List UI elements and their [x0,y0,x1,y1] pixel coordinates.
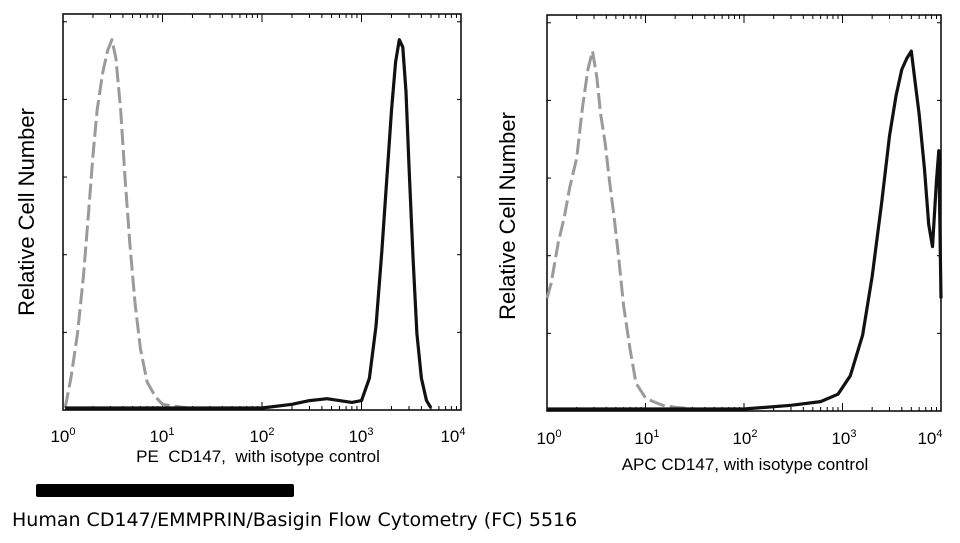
chart-panel-pe: 100 101 102 103 104 PE CD147, with isoty… [14,13,466,466]
x-tick-label-1000: 103 [831,428,856,448]
redacted-copyright-bar [36,484,294,497]
isotype-control-histogram [545,49,735,411]
x-tick-label-1: 100 [536,428,561,448]
x-tick-label-10000: 104 [440,426,465,446]
plot-frame [62,13,462,411]
x-tick-label-1: 100 [50,426,75,446]
x-tick-label-10000: 104 [917,428,942,448]
x-tick-label-100: 102 [732,428,757,448]
chart-panel-apc: 100 101 102 103 104 APC CD147, with isot… [495,14,943,474]
x-axis-label: PE CD147, with isotype control [136,447,380,466]
cd147-pe-histogram [65,38,433,410]
y-axis-label: Relative Cell Number [495,112,520,320]
x-tick-label-10: 101 [634,428,659,448]
isotype-control-histogram [63,38,217,410]
x-tick-label-10: 101 [149,426,174,446]
cd147-apc-histogram [547,49,943,411]
y-axis-label: Relative Cell Number [14,108,39,316]
x-tick-label-100: 102 [249,426,274,446]
figure-caption: Human CD147/EMMPRIN/Basigin Flow Cytomet… [12,509,578,531]
x-tick-label-1000: 103 [348,426,373,446]
x-axis-label: APC CD147, with isotype control [622,455,869,474]
